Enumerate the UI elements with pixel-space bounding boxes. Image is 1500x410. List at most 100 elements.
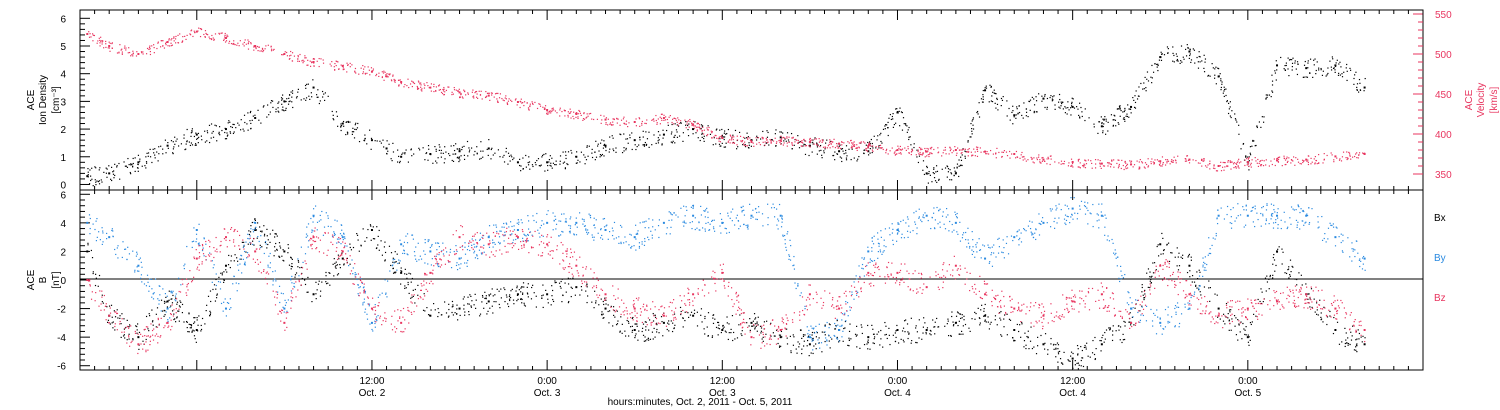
scatter-dot-bx xyxy=(1320,312,1322,314)
scatter-dot-ion-density xyxy=(1123,110,1125,113)
scatter-dot-velocity xyxy=(189,33,191,35)
scatter-dot-velocity xyxy=(1151,158,1153,160)
scatter-dot-velocity xyxy=(433,83,435,86)
scatter-dot-bx xyxy=(178,305,181,307)
scatter-dot-bx xyxy=(404,268,406,270)
data-point-bx xyxy=(575,286,578,289)
scatter-dot-ion-density xyxy=(576,151,578,153)
scatter-dot-velocity xyxy=(497,101,499,103)
scatter-dot-bx xyxy=(631,329,634,332)
scatter-dot-bx xyxy=(1218,308,1220,310)
scatter-dot-ion-density xyxy=(701,125,704,127)
scatter-dot-ion-density xyxy=(466,140,469,143)
scatter-dot-ion-density xyxy=(1017,113,1019,115)
scatter-dot-ion-density xyxy=(392,151,395,153)
scatter-dot-bx xyxy=(911,340,913,342)
scatter-dot-velocity xyxy=(1270,160,1272,162)
scatter-dot-velocity xyxy=(759,144,762,146)
scatter-dot-velocity xyxy=(170,39,172,41)
scatter-dot-velocity xyxy=(1313,158,1315,160)
scatter-dot-velocity xyxy=(384,71,386,73)
scatter-dot-bx xyxy=(793,336,795,338)
scatter-dot-velocity xyxy=(381,76,384,78)
scatter-dot-ion-density xyxy=(799,140,801,143)
scatter-dot-velocity xyxy=(829,139,831,141)
scatter-dot-bx xyxy=(765,333,767,335)
scatter-dot-bx xyxy=(740,333,742,335)
scatter-dot-bx xyxy=(759,325,762,327)
data-point-velocity xyxy=(283,53,286,55)
scatter-dot-ion-density xyxy=(648,131,650,133)
scatter-dot-ion-density xyxy=(177,145,180,147)
scatter-dot-velocity xyxy=(255,47,257,50)
scatter-dot-bx xyxy=(1171,252,1173,254)
scatter-dot-ion-density xyxy=(355,128,357,131)
scatter-dot-ion-density xyxy=(1036,111,1038,113)
scatter-dot-ion-density xyxy=(559,163,561,165)
scatter-dot-bx xyxy=(834,328,837,330)
scatter-dot-bx xyxy=(924,322,926,324)
scatter-dot-ion-density xyxy=(309,98,311,100)
scatter-dot-velocity xyxy=(369,74,371,76)
scatter-dot-ion-density xyxy=(585,159,588,161)
scatter-dot-velocity xyxy=(1008,150,1011,153)
scatter-dot-velocity xyxy=(544,108,546,110)
scatter-dot-bx xyxy=(921,338,923,340)
scatter-dot-velocity xyxy=(1083,163,1085,165)
scatter-dot-ion-density xyxy=(376,140,378,142)
top-left-tick-label: 0 xyxy=(60,180,66,191)
scatter-dot-bx xyxy=(291,263,293,265)
scatter-dot-ion-density xyxy=(766,130,768,132)
scatter-dot-velocity xyxy=(677,124,679,126)
scatter-dot-ion-density xyxy=(1137,95,1140,97)
data-point-bx xyxy=(925,329,928,331)
scatter-dot-velocity xyxy=(438,85,440,87)
scatter-dot-ion-density xyxy=(249,111,251,114)
scatter-dot-bx xyxy=(511,288,513,291)
scatter-dot-ion-density xyxy=(114,174,116,177)
x-tick-date-label: Oct. 3 xyxy=(709,388,736,399)
scatter-dot-bx xyxy=(1287,269,1289,271)
scatter-dot-ion-density xyxy=(1084,108,1086,110)
data-point-by xyxy=(1159,321,1162,324)
scatter-dot-velocity xyxy=(393,80,396,82)
scatter-dot-bx xyxy=(644,340,647,342)
scatter-dot-bx xyxy=(755,325,757,328)
scatter-dot-velocity xyxy=(974,151,976,153)
scatter-dot-ion-density xyxy=(249,120,251,122)
scatter-dot-ion-density xyxy=(358,140,361,143)
scatter-dot-ion-density xyxy=(1181,61,1183,63)
scatter-dot-bx xyxy=(900,338,902,340)
scatter-dot-bx xyxy=(1067,359,1069,361)
scatter-dot-velocity xyxy=(582,119,584,121)
scatter-dot-velocity xyxy=(976,148,978,150)
scatter-dot-ion-density xyxy=(892,118,894,120)
scatter-dot-velocity xyxy=(927,148,930,150)
scatter-dot-velocity xyxy=(728,139,731,141)
scatter-dot-ion-density xyxy=(283,100,285,102)
scatter-dot-velocity xyxy=(1286,158,1288,160)
scatter-dot-ion-density xyxy=(1062,108,1064,110)
scatter-dot-bx xyxy=(392,257,394,259)
scatter-dot-velocity xyxy=(971,155,973,157)
scatter-dot-ion-density xyxy=(692,133,694,135)
scatter-dot-ion-density xyxy=(1238,124,1240,126)
scatter-dot-ion-density xyxy=(995,93,997,95)
scatter-dot-velocity xyxy=(1125,166,1127,168)
scatter-dot-velocity xyxy=(721,137,723,140)
scatter-dot-ion-density xyxy=(594,159,596,161)
scatter-dot-velocity xyxy=(667,122,669,124)
scatter-dot-ion-density xyxy=(699,139,701,142)
scatter-dot-velocity xyxy=(625,123,627,125)
scatter-dot-ion-density xyxy=(277,107,279,109)
scatter-dot-bx xyxy=(963,319,965,321)
scatter-dot-velocity xyxy=(904,147,906,149)
scatter-dot-bx xyxy=(508,295,511,298)
scatter-dot-ion-density xyxy=(1140,82,1142,85)
scatter-dot-velocity xyxy=(501,97,503,100)
scatter-dot-velocity xyxy=(1116,162,1118,165)
scatter-dot-bx xyxy=(651,331,654,333)
scatter-dot-ion-density xyxy=(1253,140,1255,142)
scatter-dot-bx xyxy=(1081,357,1084,359)
scatter-dot-velocity xyxy=(758,141,760,144)
